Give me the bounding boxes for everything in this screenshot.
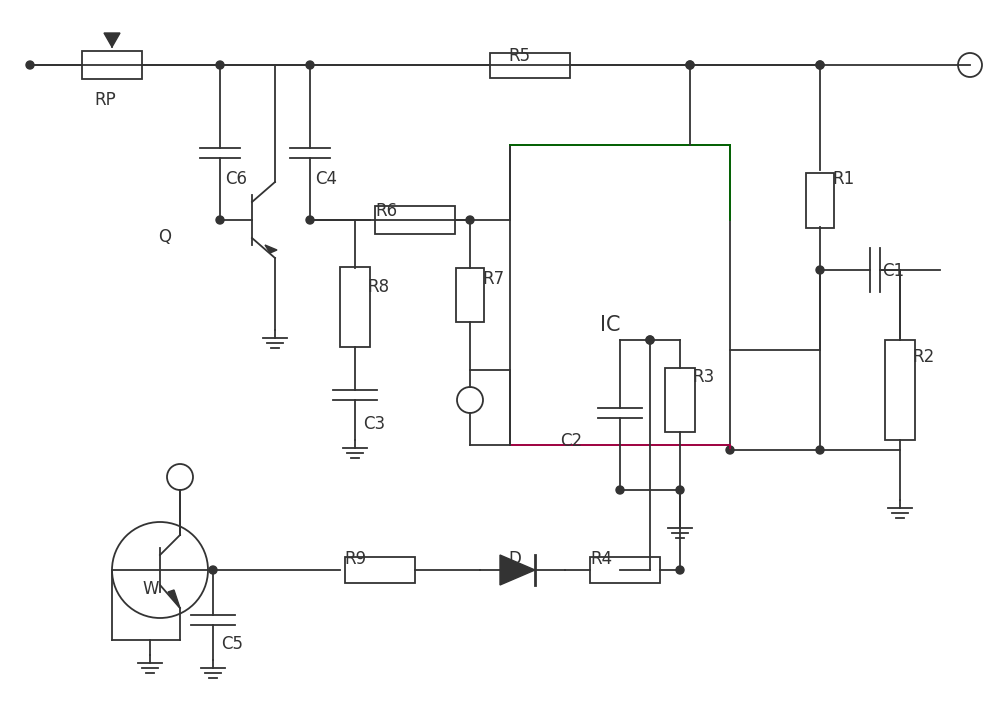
Circle shape [466, 216, 474, 224]
Bar [665, 368, 695, 432]
Circle shape [816, 266, 824, 274]
Text: R2: R2 [912, 348, 934, 366]
Text: RP: RP [94, 91, 116, 109]
Text: Q: Q [158, 228, 171, 246]
Circle shape [816, 61, 824, 69]
Text: R3: R3 [692, 368, 714, 386]
Text: IC: IC [600, 315, 620, 335]
Bar [82, 51, 142, 79]
Circle shape [616, 486, 624, 494]
Bar [590, 557, 660, 583]
Text: R9: R9 [344, 550, 366, 568]
Circle shape [209, 566, 217, 574]
Bar [345, 557, 415, 583]
Bar [375, 206, 455, 234]
Text: C6: C6 [225, 170, 247, 188]
Circle shape [646, 336, 654, 344]
Text: R8: R8 [367, 278, 389, 296]
Bar [885, 340, 915, 440]
Text: R1: R1 [832, 170, 854, 188]
Text: R5: R5 [508, 47, 530, 65]
Polygon shape [265, 245, 277, 253]
Circle shape [686, 61, 694, 69]
Bar [456, 268, 484, 322]
Circle shape [676, 486, 684, 494]
Text: R7: R7 [482, 270, 504, 288]
Text: R6: R6 [375, 202, 397, 220]
Text: C5: C5 [221, 635, 243, 653]
Circle shape [306, 216, 314, 224]
Text: C1: C1 [882, 262, 904, 280]
Circle shape [816, 61, 824, 69]
Text: C2: C2 [560, 432, 582, 450]
Circle shape [676, 566, 684, 574]
Bar [510, 145, 730, 445]
Circle shape [216, 216, 224, 224]
Text: R4: R4 [590, 550, 612, 568]
Bar [490, 52, 570, 78]
Polygon shape [500, 555, 535, 585]
Text: W: W [142, 580, 158, 598]
Circle shape [26, 61, 34, 69]
Circle shape [726, 446, 734, 454]
Bar [806, 173, 834, 227]
Text: C4: C4 [315, 170, 337, 188]
Circle shape [816, 446, 824, 454]
Text: D: D [508, 550, 521, 568]
Text: C3: C3 [363, 415, 385, 433]
Circle shape [306, 61, 314, 69]
Circle shape [646, 336, 654, 344]
Circle shape [216, 61, 224, 69]
Polygon shape [104, 33, 120, 47]
Bar [340, 267, 370, 347]
Polygon shape [168, 590, 180, 608]
Circle shape [686, 61, 694, 69]
